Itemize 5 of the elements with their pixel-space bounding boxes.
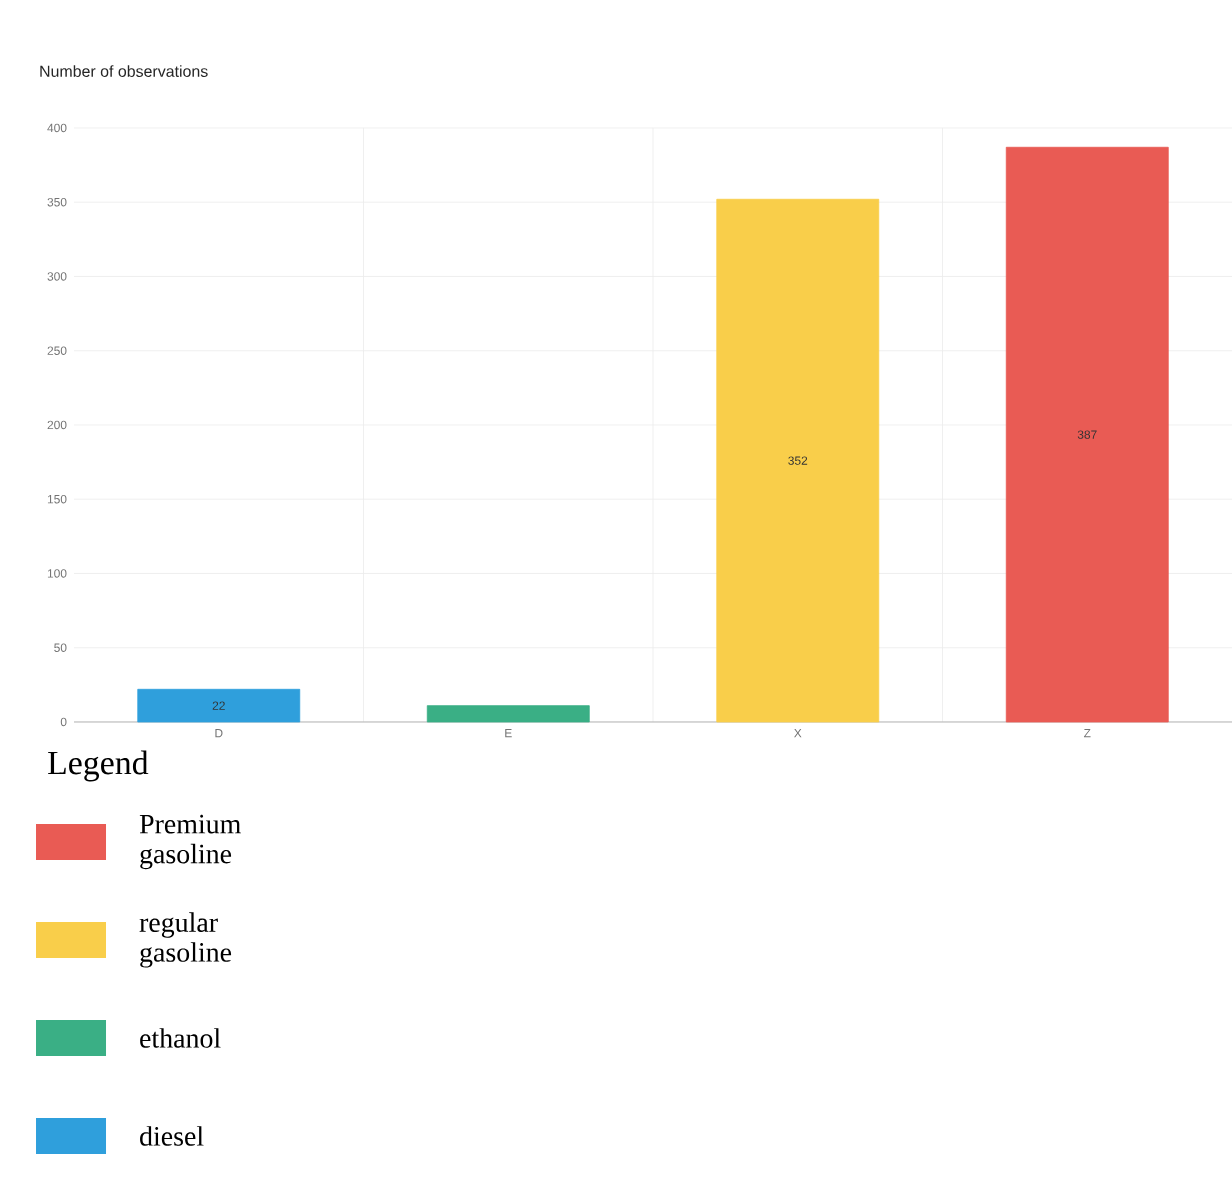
legend-label: regular gasoline bbox=[139, 912, 232, 968]
legend-title: Legend bbox=[48, 750, 149, 782]
legend-label: diesel bbox=[140, 1126, 204, 1146]
legend-label: ethanol bbox=[140, 1028, 221, 1048]
legend-label: Premium gasoline bbox=[139, 814, 241, 870]
